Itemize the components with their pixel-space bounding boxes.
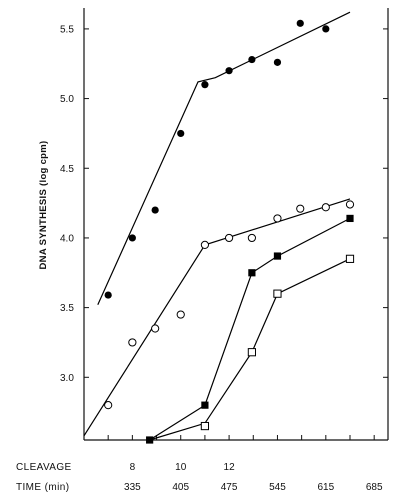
- series-line-open-circle: [83, 198, 351, 437]
- y-tick-label: 4.5: [60, 164, 74, 175]
- data-point-filled-circle: [128, 234, 136, 242]
- bottom-rows: 8 10 12 335 405 475 545 615 685: [124, 462, 383, 493]
- data-markers: [104, 19, 355, 444]
- data-point-open-square: [345, 254, 355, 263]
- y-tick-label: 5.0: [60, 94, 74, 105]
- y-axis-title: DNA SYNTHESIS (log cpm): [38, 141, 49, 270]
- y-tick-label: 3.0: [60, 373, 74, 384]
- data-point-filled-square: [201, 401, 209, 409]
- data-point-filled-square: [273, 252, 282, 260]
- data-point-open-circle: [200, 240, 210, 250]
- data-point-open-circle: [296, 204, 305, 213]
- data-point-open-circle: [104, 401, 113, 410]
- data-point-open-circle: [128, 338, 137, 347]
- cleavage-value: 12: [224, 462, 236, 473]
- y-tick-label: 5.5: [60, 24, 74, 35]
- data-point-open-circle: [224, 233, 234, 243]
- data-point-filled-circle: [296, 19, 304, 27]
- data-point-open-circle: [151, 324, 160, 333]
- data-point-open-square: [200, 421, 210, 431]
- data-point-open-circle: [176, 310, 185, 319]
- data-point-filled-circle: [248, 55, 256, 64]
- data-point-filled-circle: [177, 129, 185, 138]
- time-row-label: TIME (min): [16, 482, 69, 493]
- data-point-filled-square: [146, 436, 154, 444]
- series-line-filled-circle: [97, 11, 351, 306]
- data-point-filled-square: [346, 214, 354, 223]
- data-point-filled-circle: [104, 291, 112, 299]
- cleavage-row-label: CLEAVAGE: [16, 462, 72, 473]
- data-point-open-circle: [345, 200, 355, 209]
- y-tick-label: 3.5: [60, 303, 74, 314]
- data-point-open-square: [247, 348, 256, 357]
- data-point-open-circle: [247, 233, 256, 243]
- cleavage-value: 10: [175, 462, 187, 473]
- x-axis-ticks: [83, 435, 375, 440]
- data-point-filled-circle: [201, 81, 209, 89]
- data-point-open-circle: [273, 214, 282, 223]
- y-axis-ticks: 3.0 3.5 4.0 4.5 5.0 5.5: [60, 24, 388, 384]
- chart-axes: [83, 8, 389, 441]
- cleavage-value: 8: [130, 462, 136, 473]
- time-value: 405: [172, 482, 189, 493]
- time-value: 335: [124, 482, 141, 493]
- data-point-filled-circle: [322, 25, 330, 33]
- series-line-filled-square: [149, 217, 351, 441]
- data-point-open-square: [273, 289, 282, 298]
- y-tick-label: 4.0: [60, 233, 74, 244]
- time-value: 685: [366, 482, 383, 493]
- data-point-filled-square: [248, 269, 256, 277]
- time-value: 545: [269, 482, 286, 493]
- time-value: 615: [317, 482, 334, 493]
- data-point-filled-circle: [151, 206, 159, 214]
- time-value: 475: [221, 482, 238, 493]
- data-point-filled-circle: [273, 58, 282, 66]
- fit-lines: [83, 11, 351, 441]
- data-point-filled-circle: [225, 67, 233, 75]
- data-point-open-circle: [321, 203, 330, 212]
